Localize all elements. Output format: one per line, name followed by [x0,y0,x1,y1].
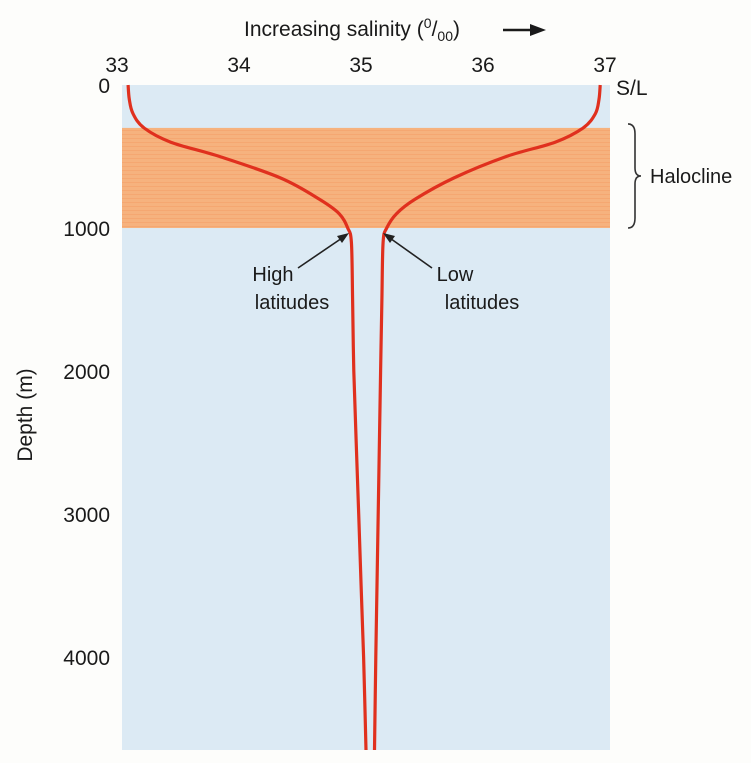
annotation-low-latitudes: Low latitudes [383,233,519,314]
x-unit-label: S/L [616,77,648,100]
annotation-high-arrow [297,235,346,269]
x-axis-title: Increasing salinity (0/00) [244,15,460,44]
y-tick-label: 3000 [63,504,110,527]
y-axis-ticks: 0 1000 2000 3000 4000 [63,75,110,670]
x-axis-arrowhead-icon [530,24,546,36]
x-axis-unit-slash: / [432,18,438,41]
x-tick-label: 33 [105,54,128,77]
halocline-band [122,127,610,229]
annotation-low-line2: latitudes [445,292,520,314]
y-tick-label: 0 [98,75,110,98]
x-axis-direction-arrow-icon [503,24,546,36]
x-axis-title-main: Increasing salinity ( [244,18,424,41]
x-tick-label: 34 [227,54,251,77]
y-tick-label: 4000 [63,647,110,670]
annotation-high-line2: latitudes [255,292,330,314]
annotation-high-latitudes: High latitudes [252,233,349,314]
y-tick-label: 1000 [63,218,110,241]
halocline-bracket [627,123,642,229]
annotation-high-line1: High [252,264,293,286]
x-tick-label: 36 [471,54,494,77]
annotation-low-arrow [386,235,433,269]
x-axis-unit-denominator: 00 [437,28,453,44]
halocline-label: Halocline [650,166,732,188]
x-axis-ticks: 33 34 35 36 37 [105,54,616,77]
annotation-high-arrowhead-icon [337,233,349,243]
y-tick-label: 2000 [63,361,110,384]
x-axis-title-close: ) [453,18,460,41]
x-axis-unit-numerator: 0 [424,15,432,31]
y-axis-title: Depth (m) [14,368,37,461]
annotation-low-arrowhead-icon [383,233,395,243]
series-line-low-latitudes [372,84,602,751]
annotation-low-line1: Low [437,264,474,286]
x-tick-label: 35 [349,54,372,77]
series-layer [126,84,602,751]
series-line-high-latitudes [126,84,368,751]
x-tick-label: 37 [593,54,616,77]
